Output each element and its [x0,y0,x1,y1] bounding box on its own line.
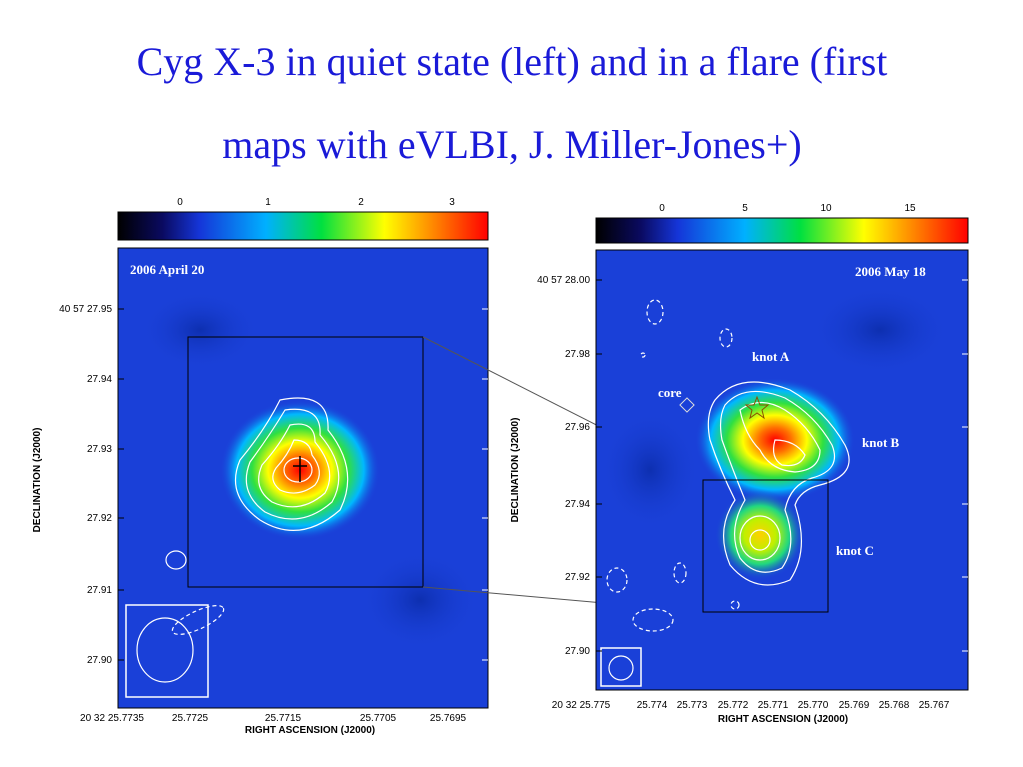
x-tick-label: 25.772 [718,700,749,711]
colorbar-tick-label: 2 [358,197,364,208]
x-tick-label: 25.771 [758,700,789,711]
contours [600,299,850,687]
noise [810,285,950,375]
title-line: Cyg X-3 in quiet state (left) and in a f… [137,39,888,84]
y-tick-label: 27.92 [565,572,590,583]
y-tick-label: 27.90 [87,655,112,666]
graphic [283,457,313,483]
graphic [136,617,194,683]
marker [293,456,307,482]
graphic [245,408,340,520]
x-tick-label: 25.7695 [430,713,467,724]
x-tick-label: 20 32 25.7735 [80,713,144,724]
noise [360,550,480,650]
graphic [749,529,771,551]
x-tick-label: 25.774 [637,700,668,711]
graphic [165,550,187,570]
colorbar-tick-label: 15 [904,203,916,214]
graphic [600,647,642,687]
noise [140,290,260,370]
colorbar [117,211,489,241]
annotation: core [658,385,682,400]
colorbar-tick-label: 0 [659,203,665,214]
core-marker [679,397,695,413]
y-tick-label: 27.94 [565,499,590,510]
map-date: 2006 May 18 [855,264,926,279]
graphic [272,439,320,494]
title-line: maps with eVLBI, J. Miller-Jones+) [222,122,801,167]
x-tick-label: 25.768 [879,700,910,711]
annotation: knot B [862,435,900,450]
graphic [632,608,674,632]
annotation: knot C [836,543,874,558]
x-tick-label: 25.769 [839,700,870,711]
zoom-box [187,336,424,588]
source [715,490,805,580]
colorbar-tick-label: 3 [449,197,455,208]
noise [600,410,700,530]
x-tick-label: 25.7705 [360,713,397,724]
graphic [608,655,634,681]
graphic [719,328,733,348]
colorbar-tick-label: 10 [820,203,832,214]
y-tick-label: 40 57 28.00 [537,275,590,286]
graphic [719,390,836,573]
graphic [606,299,740,632]
zoom-box [702,479,829,613]
colorbar-tick-label: 5 [742,203,748,214]
y-tick-label: 27.92 [87,513,112,524]
y-tick-label: 27.96 [565,422,590,433]
graphic [125,604,209,698]
graphic [730,600,740,610]
colorbar-tick-label: 0 [177,197,183,208]
graphic [739,401,821,473]
y-tick-label: 27.93 [87,444,112,455]
graphic [606,567,628,593]
y-axis-label: DECLINATION (J2000) [32,428,43,533]
graphic [772,439,806,467]
x-tick-label: 25.7715 [265,713,302,724]
y-axis-label: DECLINATION (J2000) [510,418,521,523]
x-axis-label: RIGHT ASCENSION (J2000) [718,714,848,725]
x-axis-label: RIGHT ASCENSION (J2000) [245,725,375,736]
x-tick-label: 25.7725 [172,713,209,724]
map-date: 2006 April 20 [130,262,204,277]
x-tick-label: 25.767 [919,700,950,711]
y-tick-label: 27.90 [565,646,590,657]
x-tick-label: 25.770 [798,700,829,711]
x-tick-label: 20 32 25.775 [552,700,611,711]
graphic [234,397,349,531]
graphic [739,515,781,561]
graphic [640,352,646,358]
annotation: knot A [752,349,790,364]
y-tick-label: 40 57 27.95 [59,304,112,315]
graphic [258,423,331,508]
x-tick-label: 25.773 [677,700,708,711]
colorbar [595,217,969,244]
contours [125,397,349,698]
y-tick-label: 27.94 [87,374,112,385]
colorbar-tick-label: 1 [265,197,271,208]
star-marker [744,395,770,420]
graphic [171,605,225,635]
y-tick-label: 27.91 [87,585,112,596]
y-tick-label: 27.98 [565,349,590,360]
graphic [707,381,850,586]
graphic [673,562,687,584]
graphic [646,299,664,325]
